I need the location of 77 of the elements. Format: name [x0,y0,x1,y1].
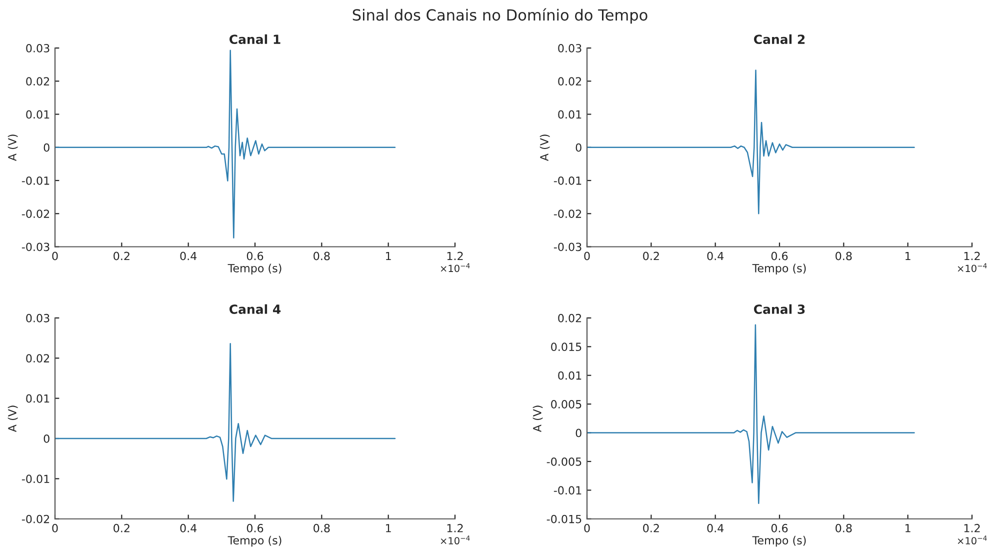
x-axis-title: Tempo (s) [752,264,806,274]
y-tick-label: -0.02 [554,210,582,218]
x-tick-label: 0.4 [180,252,197,260]
x-tick-label: 1 [386,524,391,532]
x-tick-label: 1 [906,252,910,260]
y-tick-label: 0.03 [558,44,582,52]
x-axis-title: Tempo (s) [228,536,282,547]
x-tick-label: 0.4 [707,252,724,260]
y-tick-label: -0.01 [554,486,582,495]
chart-title: Canal 1 [229,34,280,44]
y-tick-label: -0.03 [554,242,582,252]
x-tick-label: 0.6 [771,252,788,260]
y-axis-title: A (V) [8,406,18,432]
y-tick-label: 0.03 [26,44,50,52]
chart-title: Canal 4 [229,304,281,314]
y-tick-label: 0.01 [558,371,582,380]
y-tick-label: 0.03 [26,314,50,322]
y-tick-label: 0 [44,143,50,152]
x-tick-label: 0.6 [771,524,788,532]
x-tick-label: 0 [584,252,590,260]
x-tick-label: 1.2 [447,252,463,260]
y-tick-label: 0.015 [551,342,582,352]
x-axis-title: Tempo (s) [228,264,282,274]
y-tick-label: 0.02 [26,354,50,363]
x-tick-label: 0.8 [836,524,852,532]
y-axis-title: A (V) [8,134,18,161]
chart-title: Canal 3 [754,304,805,314]
y-tick-label: -0.01 [554,176,582,185]
y-tick-label: 0.01 [26,394,50,403]
x-tick-label: 0.4 [707,524,724,532]
x-tick-label: 0.8 [314,252,330,260]
x-axis-title: Tempo (s) [752,536,806,547]
y-tick-label: 0.02 [558,77,582,86]
y-tick-label: 0.02 [26,77,50,86]
x-tick-label: 0.8 [836,252,852,260]
text: ×10$^{−4}$ [440,536,470,544]
y-tick-label: -0.02 [22,514,50,524]
y-tick-label: 0 [576,143,582,152]
x-tick-label: 0 [52,524,58,532]
y-tick-label: 0.02 [558,314,582,322]
x-tick-label: 0 [584,524,590,532]
text: ×10$^{−4}$ [958,263,987,272]
line-series [55,50,396,238]
y-tick-label: -0.03 [22,242,50,252]
x-tick-label: 0.6 [246,252,264,260]
y-tick-label: 0 [576,428,582,438]
text: ×10$^{−4}$ [958,536,987,544]
x-tick-label: 0 [52,252,58,260]
line-series [587,324,915,504]
y-tick-label: -0.005 [546,457,582,466]
y-axis-title: A (V) [540,134,550,161]
x-tick-label: 0.8 [314,524,330,532]
x-tick-label: 1 [386,252,391,260]
text: Sinal dos Canais no Domínio do Tempo [352,8,648,24]
y-tick-label: 0 [44,434,50,443]
x-tick-label: 1.2 [447,524,463,532]
x-tick-label: 1.2 [964,524,980,532]
x-tick-label: 0.2 [643,252,659,260]
text: ×10$^{−4}$ [440,263,470,272]
x-tick-label: 1 [906,524,910,532]
x-tick-label: 0.4 [180,524,197,532]
line-series [55,343,396,502]
y-tick-label: 0.01 [558,110,582,119]
line-series [587,70,915,214]
y-tick-label: -0.01 [22,474,50,484]
y-tick-label: -0.01 [22,176,50,185]
chart-title: Canal 2 [754,34,805,44]
x-tick-label: 0.2 [643,524,659,532]
y-tick-label: -0.02 [22,210,50,218]
x-tick-label: 0.6 [246,524,264,532]
x-tick-label: 0.2 [114,524,130,532]
x-tick-label: 0.2 [114,252,130,260]
y-tick-label: -0.015 [546,514,582,524]
y-axis-title: A (V) [532,406,543,432]
y-tick-label: 0.005 [551,400,582,408]
y-tick-label: 0.01 [26,110,50,119]
x-tick-label: 1.2 [964,252,980,260]
